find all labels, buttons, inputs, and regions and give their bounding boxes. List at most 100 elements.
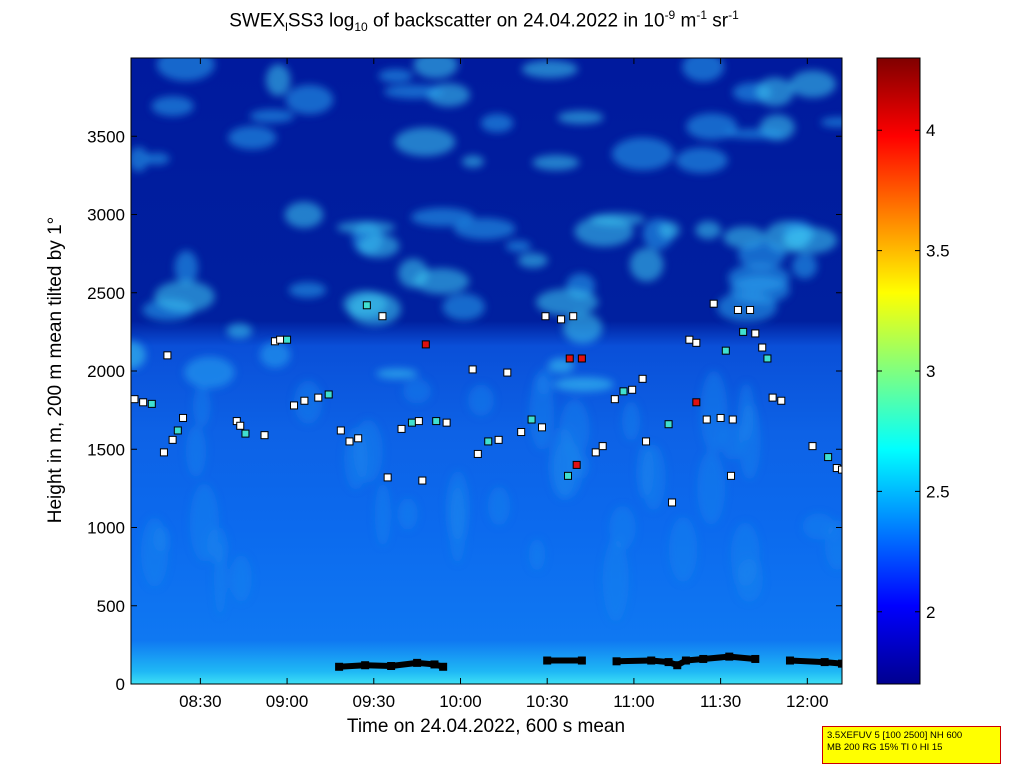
data-marker <box>290 401 299 410</box>
texture-patch <box>755 77 794 107</box>
texture-streak <box>641 444 666 511</box>
x-axis-label: Time on 24.04.2022, 600 s mean <box>346 716 626 737</box>
texture-streak <box>609 505 636 550</box>
texture-patch <box>357 234 400 258</box>
texture-patch <box>288 282 327 298</box>
cloud-markers <box>131 299 842 671</box>
data-marker <box>241 429 250 438</box>
texture-streak <box>730 522 760 587</box>
info-line-1: 3.5XEFUV 5 [100 2500] NH 600 <box>827 730 963 741</box>
data-marker <box>565 354 574 363</box>
chart-title: SWEXlSS3 log10 of backscatter on 24.04.2… <box>229 8 739 35</box>
texture-streak <box>622 401 641 441</box>
colorbar-gradient <box>876 57 921 685</box>
data-marker <box>468 365 477 374</box>
data-marker <box>751 329 760 338</box>
texture-streak <box>468 384 494 416</box>
ground-layer-band <box>390 659 418 669</box>
texture-patch <box>228 125 277 150</box>
y-tick-label: 3500 <box>87 127 125 146</box>
data-marker <box>179 413 188 422</box>
texture-patch <box>820 117 842 128</box>
x-tick-label: 09:00 <box>266 692 309 711</box>
data-marker <box>572 460 581 469</box>
texture-patch <box>557 110 604 125</box>
texture-patch <box>562 312 603 344</box>
data-marker <box>168 435 177 444</box>
texture-patch <box>461 155 484 168</box>
data-marker <box>494 435 503 444</box>
data-marker <box>628 385 637 394</box>
plot-area <box>130 57 843 685</box>
data-marker <box>484 437 493 446</box>
texture-patch <box>727 263 790 293</box>
colorbar-tick-label: 2 <box>926 603 935 622</box>
texture-streak <box>738 383 755 441</box>
texture-streak <box>153 526 170 553</box>
texture-patch <box>249 109 295 123</box>
data-marker <box>642 437 651 446</box>
colorbar-ticks: 2 2.5 3 3.5 4 <box>877 121 950 622</box>
data-marker <box>418 476 427 485</box>
texture-streak <box>559 399 590 459</box>
y-tick-label: 2000 <box>87 362 125 381</box>
data-marker <box>147 399 156 408</box>
ground-layer-band <box>667 659 679 669</box>
texture-patch <box>480 113 514 133</box>
texture-patch <box>554 377 614 392</box>
texture-patch <box>376 368 418 379</box>
data-marker <box>473 449 482 458</box>
ground-layer-band <box>365 662 392 670</box>
data-marker <box>777 396 786 405</box>
ground-layer-band <box>685 655 704 664</box>
texture-streak <box>700 370 728 454</box>
data-marker <box>808 442 817 451</box>
data-marker <box>236 421 245 430</box>
texture-patch <box>174 250 198 285</box>
texture-patch <box>265 64 291 97</box>
texture-patch <box>518 252 548 268</box>
data-marker <box>421 340 430 349</box>
data-marker <box>397 424 406 433</box>
data-marker <box>383 473 392 482</box>
data-marker <box>664 420 673 429</box>
texture-streak <box>374 483 391 546</box>
data-marker <box>260 431 269 440</box>
y-tick-label: 0 <box>116 675 125 694</box>
ground-layer-band <box>824 659 842 667</box>
texture-streak <box>535 368 554 395</box>
texture-patch <box>154 280 215 313</box>
texture-patch <box>724 128 786 139</box>
y-tick-label: 1500 <box>87 440 125 459</box>
data-marker <box>378 312 387 321</box>
data-marker <box>598 442 607 451</box>
texture-streak <box>602 538 629 622</box>
texture-patch <box>383 84 444 99</box>
texture-patch <box>259 341 291 368</box>
data-marker <box>692 338 701 347</box>
data-marker <box>362 301 371 310</box>
x-axis: 08:30 09:00 09:30 10:00 10:30 11:00 11:30 12:00 <box>179 58 829 711</box>
data-marker <box>727 471 736 480</box>
texture-patch <box>505 240 532 252</box>
data-marker <box>300 396 309 405</box>
data-marker <box>336 426 345 435</box>
texture-patch <box>611 137 674 171</box>
x-tick-label: 10:00 <box>439 692 482 711</box>
ground-layer-band <box>338 662 366 670</box>
texture-streak <box>720 422 744 460</box>
colorbar-tick-label: 3.5 <box>926 242 950 261</box>
data-marker <box>610 395 619 404</box>
texture-streak <box>446 470 470 541</box>
colorbar-tick-label: 3 <box>926 362 935 381</box>
x-tick-label: 09:30 <box>353 692 396 711</box>
data-marker <box>314 393 323 402</box>
data-marker <box>721 346 730 355</box>
texture-patch <box>151 96 194 117</box>
data-marker <box>503 368 512 377</box>
data-marker <box>139 398 148 407</box>
data-marker <box>591 448 600 457</box>
data-marker <box>638 374 647 383</box>
data-marker <box>709 299 718 308</box>
texture-patch <box>226 323 253 339</box>
